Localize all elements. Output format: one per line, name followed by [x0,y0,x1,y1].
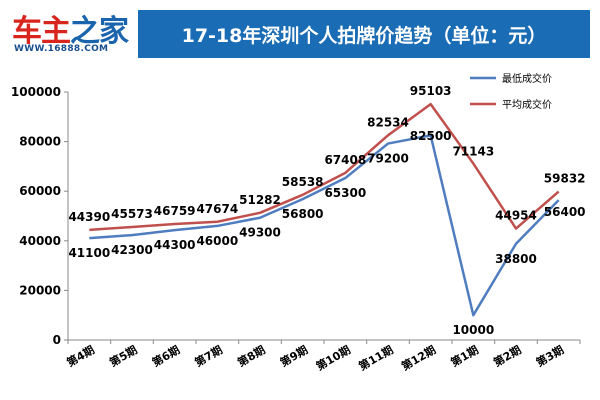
x-tick-label: 第7期 [192,342,225,369]
x-tick-label: 第6期 [149,342,182,369]
chart-title: 17-18年深圳个人拍牌价趋势（单位：元） [138,10,590,58]
data-label-min: 41100 [68,246,110,260]
logo-part1: 车主 [12,14,71,49]
data-label-min: 10000 [452,323,494,337]
legend-label: 平均成交价 [502,98,552,111]
data-label-avg: 59832 [544,172,586,186]
data-label-avg: 67408 [324,153,366,167]
brand-logo: 车主之家 WWW.16888.COM [0,0,138,62]
data-label-min: 49300 [239,226,281,240]
y-tick-label: 0 [53,333,61,347]
data-label-avg: 44954 [495,209,537,223]
x-tick-label: 第11期 [356,342,395,373]
data-label-min: 65300 [324,186,366,200]
data-label-min: 79200 [367,152,409,166]
data-label-min: 82500 [410,129,452,143]
y-tick-label: 60000 [19,184,61,198]
x-tick-label: 第12期 [399,342,438,373]
logo-url: WWW.16888.COM [14,44,109,54]
data-label-avg: 44390 [68,210,110,224]
data-label-avg: 58538 [282,175,324,189]
legend-label: 最低成交价 [502,72,552,85]
x-tick-label: 第3期 [533,342,566,369]
data-label-avg: 95103 [410,84,452,98]
x-tick-label: 第9期 [277,342,310,369]
y-tick-label: 100000 [11,85,61,99]
x-tick-label: 第8期 [235,342,268,369]
data-label-min: 42300 [111,243,153,257]
y-tick-label: 20000 [19,283,61,297]
data-label-avg: 46759 [154,204,196,218]
series-line-min [89,134,560,317]
data-label-min: 46000 [196,234,238,248]
logo-wordmark: 车主之家 [12,6,129,50]
data-label-avg: 51282 [239,193,281,207]
data-label-min: 56800 [282,207,324,221]
logo-part2: 之家 [70,14,129,49]
data-label-avg: 47674 [196,202,238,216]
data-label-min: 38800 [495,252,537,266]
y-tick-label: 40000 [19,234,61,248]
series-line-avg [89,102,560,232]
x-tick-label: 第1期 [448,342,481,369]
x-tick-label: 第2期 [491,342,524,369]
data-label-avg: 71143 [452,145,494,159]
x-tick-label: 第10期 [314,342,353,373]
data-label-avg: 45573 [111,207,153,221]
x-tick-label: 第5期 [107,342,140,369]
data-label-avg: 82534 [367,115,409,129]
data-label-min: 56400 [544,205,586,219]
x-tick-label: 第4期 [64,342,97,369]
data-label-min: 44300 [154,238,196,252]
y-tick-label: 80000 [19,135,61,149]
